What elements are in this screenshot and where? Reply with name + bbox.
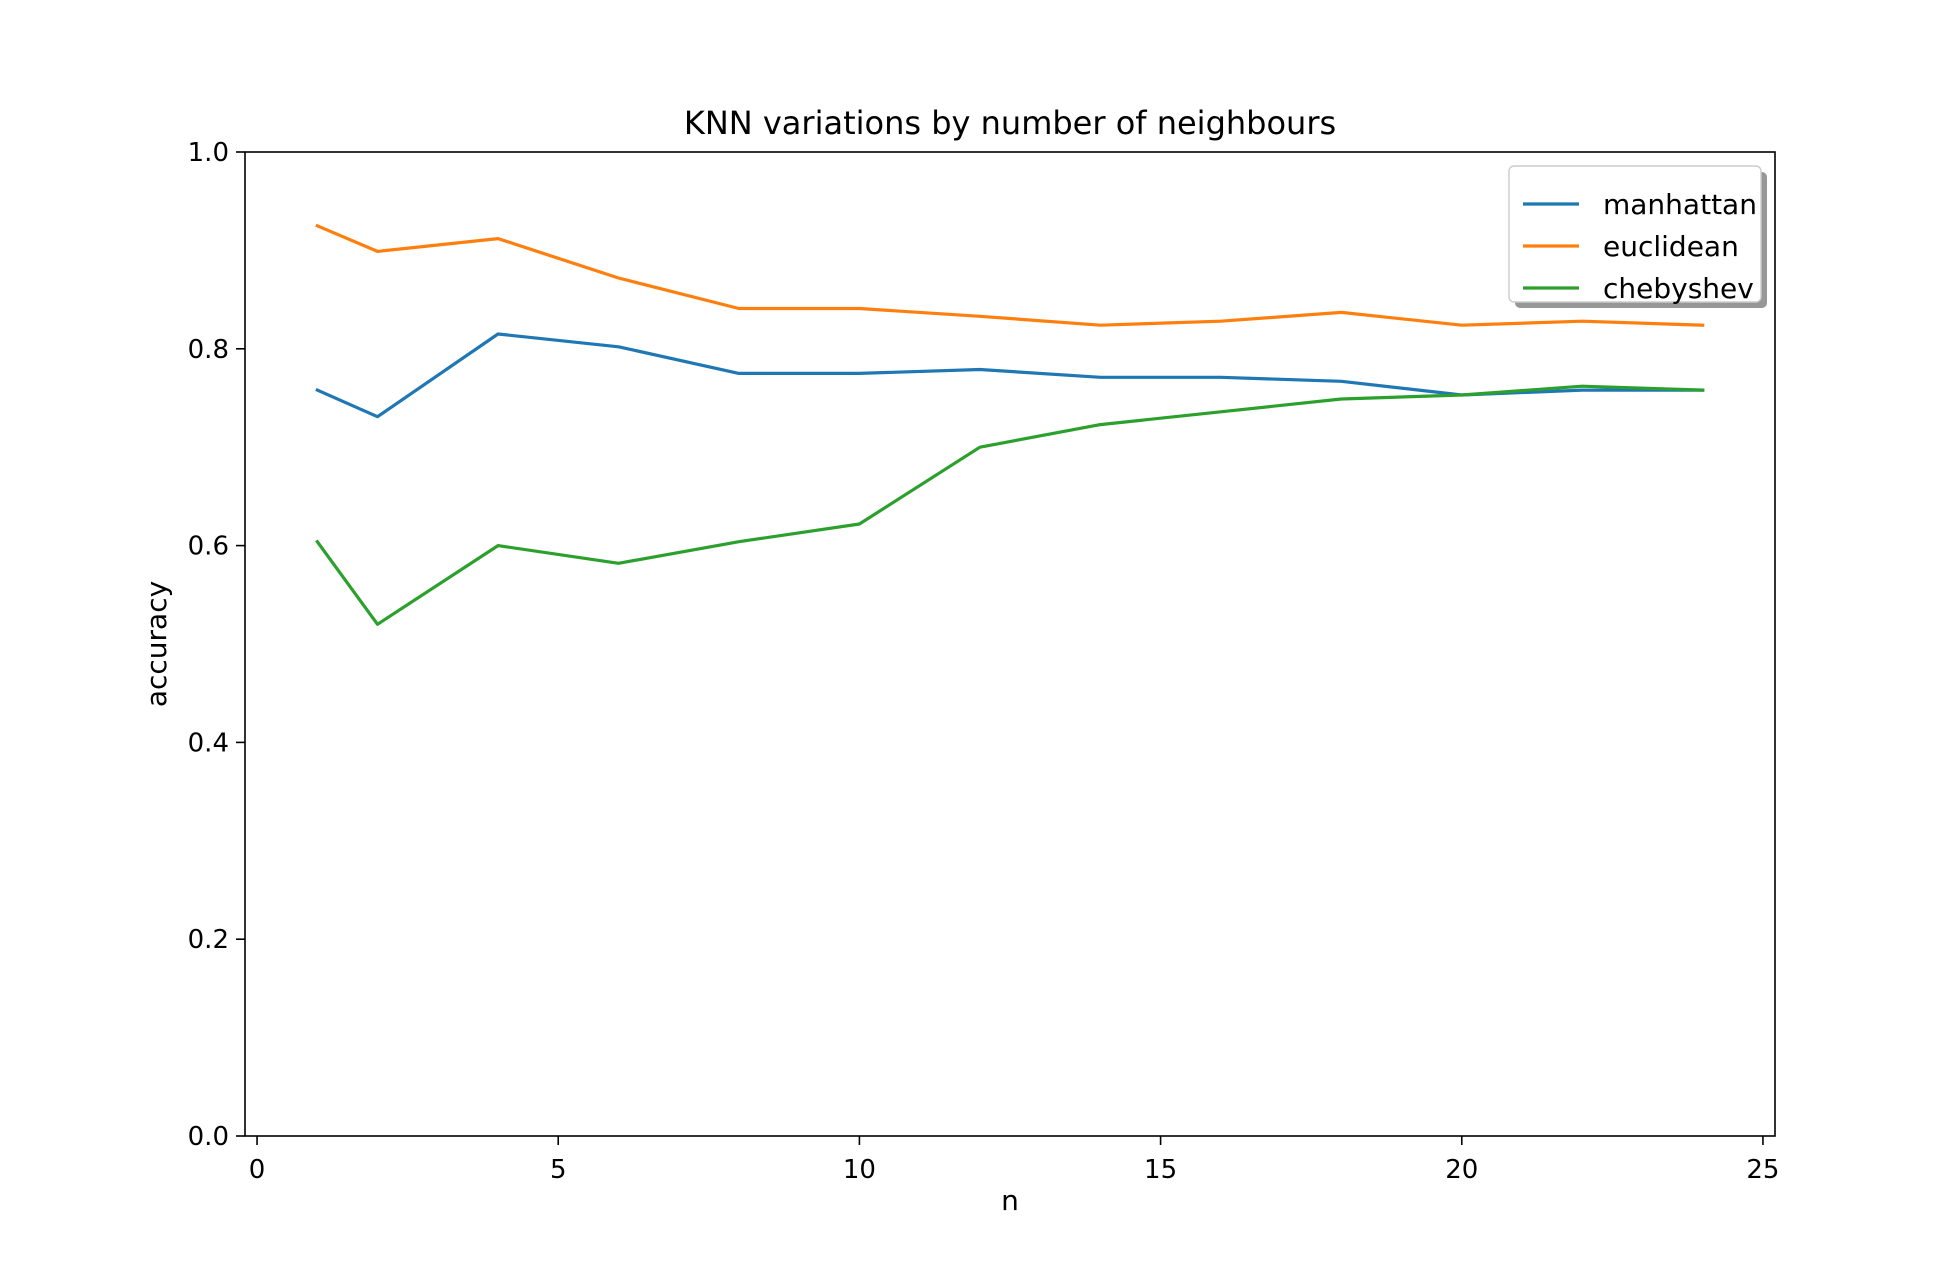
y-tick-label: 0.6	[188, 532, 229, 562]
y-tick-label: 0.0	[188, 1122, 229, 1152]
x-tick-label: 10	[843, 1155, 876, 1185]
legend-label-euclidean: euclidean	[1603, 230, 1739, 263]
legend-label-manhattan: manhattan	[1603, 188, 1757, 221]
series-line-chebyshev	[315, 384, 1705, 626]
plot-area-frame	[244, 151, 1776, 1137]
chart-title: KNN variations by number of neighbours	[684, 104, 1336, 142]
x-tick-label: 25	[1746, 1155, 1779, 1185]
legend-box	[1508, 165, 1762, 303]
x-tick-label: 0	[249, 1155, 266, 1185]
x-tick-label: 20	[1445, 1155, 1478, 1185]
y-tick-label: 0.4	[188, 728, 229, 758]
y-tick-label: 1.0	[188, 138, 229, 168]
y-axis-label: accuracy	[140, 581, 173, 707]
y-tick-label: 0.8	[188, 335, 229, 365]
x-tick-label: 15	[1144, 1155, 1177, 1185]
axis-ticks: 0 5 10 15 20 25 0.0 0.2 0.4 0.6 0.8 1.0	[188, 138, 1780, 1185]
series-line-euclidean	[315, 223, 1705, 327]
x-tick-label: 5	[550, 1155, 567, 1185]
series-line-manhattan	[315, 332, 1705, 419]
x-axis-label: n	[1001, 1184, 1019, 1217]
series-lines	[315, 223, 1705, 626]
y-tick-label: 0.2	[188, 925, 229, 955]
legend: manhattan euclidean chebyshev	[1508, 165, 1767, 308]
legend-label-chebyshev: chebyshev	[1603, 272, 1754, 305]
